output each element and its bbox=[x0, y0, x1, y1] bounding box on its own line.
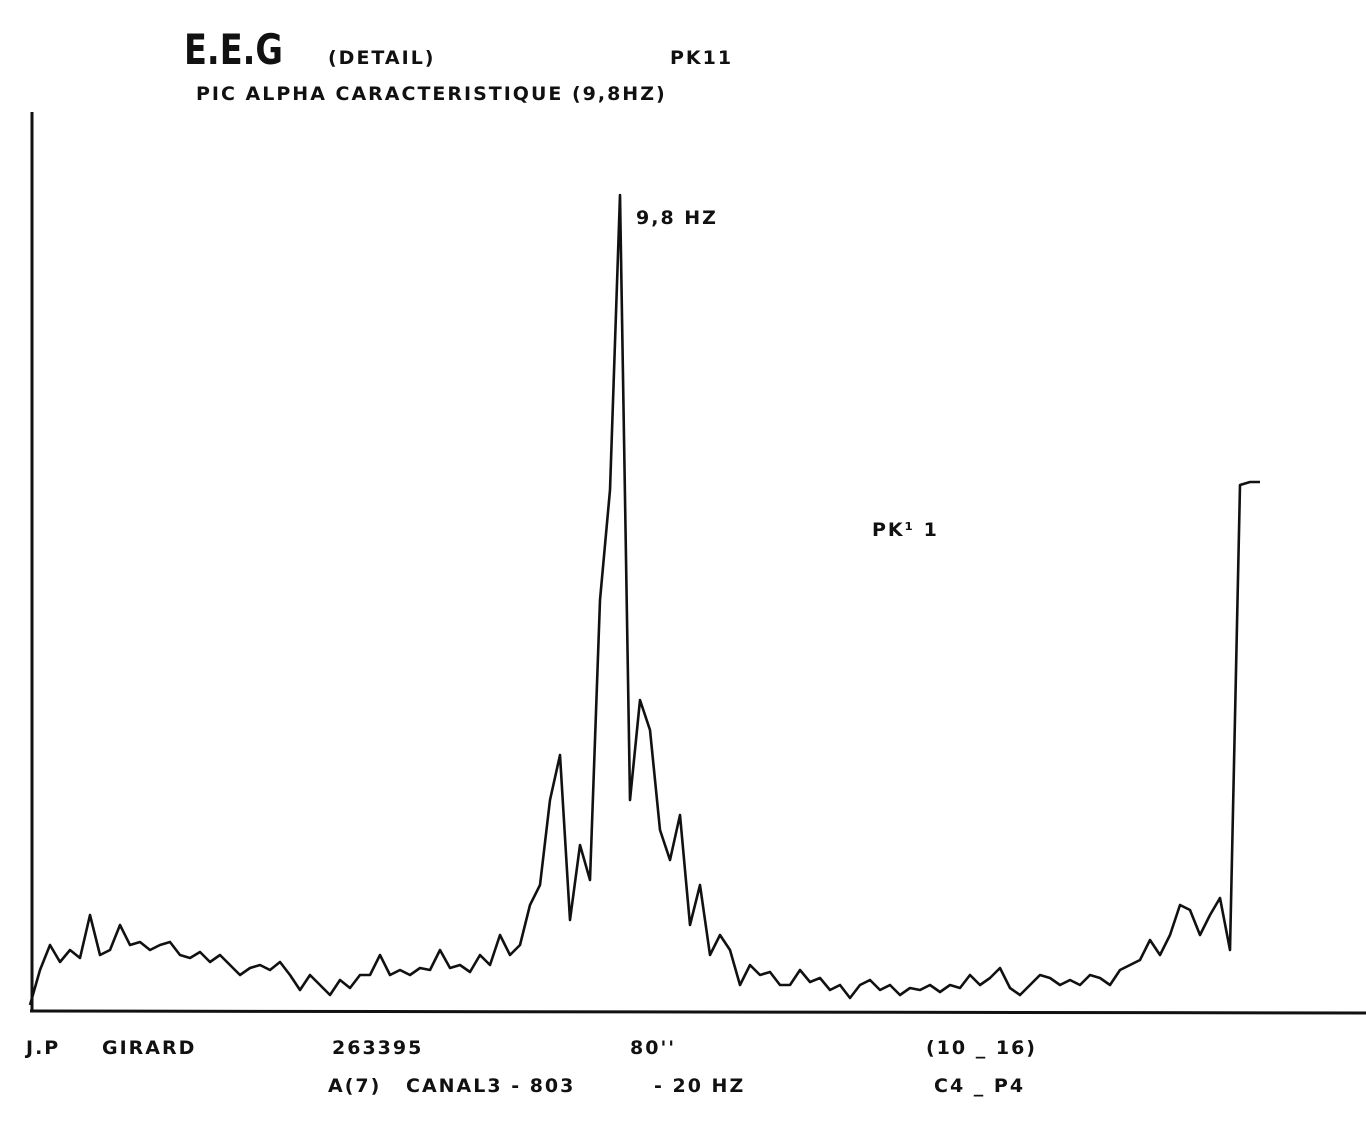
footer-text: C4 _ P4 bbox=[934, 1075, 1025, 1097]
footer-text: GIRARD bbox=[102, 1037, 196, 1059]
title-note: (DETAIL) bbox=[328, 47, 435, 69]
annotation: PK¹ 1 bbox=[872, 519, 939, 541]
footer-text: - 20 HZ bbox=[654, 1075, 745, 1097]
footer-text: A(7) bbox=[328, 1075, 381, 1097]
footer-text: CANAL3 - 803 bbox=[406, 1075, 575, 1097]
x-axis bbox=[29, 1009, 1366, 1015]
line-series bbox=[28, 193, 1260, 1006]
footer-text: (10 _ 16) bbox=[926, 1037, 1037, 1059]
code: PK11 bbox=[670, 47, 733, 69]
footer-text: 80'' bbox=[630, 1037, 676, 1059]
chart-title: E.E.G bbox=[184, 25, 283, 74]
annotation: 9,8 HZ bbox=[636, 207, 718, 229]
chart-subtitle: PIC ALPHA CARACTERISTIQUE (9,8HZ) bbox=[196, 83, 667, 105]
footer-text: 263395 bbox=[332, 1037, 423, 1059]
footer-text: J.P bbox=[24, 1037, 60, 1059]
